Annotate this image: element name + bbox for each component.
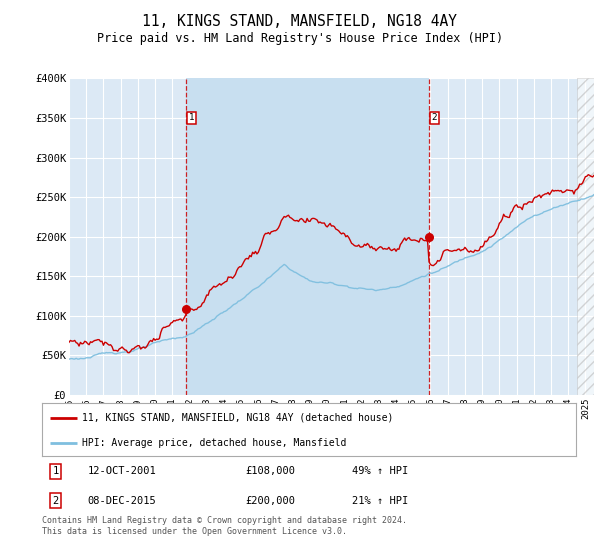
Text: 2: 2 xyxy=(52,496,58,506)
Text: HPI: Average price, detached house, Mansfield: HPI: Average price, detached house, Mans… xyxy=(82,438,346,448)
Text: £200,000: £200,000 xyxy=(245,496,295,506)
Text: 12-OCT-2001: 12-OCT-2001 xyxy=(88,466,156,477)
Text: 1: 1 xyxy=(188,113,194,122)
Text: 21% ↑ HPI: 21% ↑ HPI xyxy=(352,496,408,506)
Text: 11, KINGS STAND, MANSFIELD, NG18 4AY (detached house): 11, KINGS STAND, MANSFIELD, NG18 4AY (de… xyxy=(82,413,394,423)
Text: £108,000: £108,000 xyxy=(245,466,295,477)
Bar xyxy=(186,78,429,395)
Bar xyxy=(577,78,594,395)
Text: 1: 1 xyxy=(52,466,58,477)
Text: 08-DEC-2015: 08-DEC-2015 xyxy=(88,496,156,506)
Text: Contains HM Land Registry data © Crown copyright and database right 2024.
This d: Contains HM Land Registry data © Crown c… xyxy=(42,516,407,536)
Text: 2: 2 xyxy=(431,113,437,122)
Text: 49% ↑ HPI: 49% ↑ HPI xyxy=(352,466,408,477)
Text: 11, KINGS STAND, MANSFIELD, NG18 4AY: 11, KINGS STAND, MANSFIELD, NG18 4AY xyxy=(143,14,458,29)
Text: Price paid vs. HM Land Registry's House Price Index (HPI): Price paid vs. HM Land Registry's House … xyxy=(97,32,503,45)
